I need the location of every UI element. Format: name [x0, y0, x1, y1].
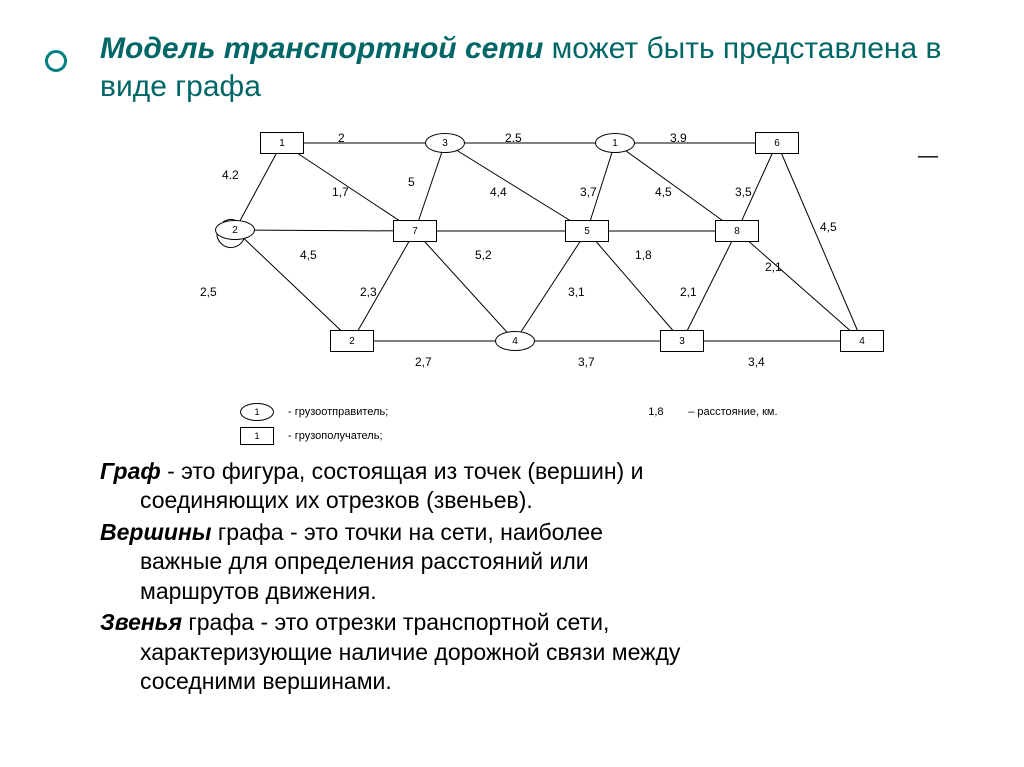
legend-distance-label: – расстояние, км.: [688, 406, 777, 418]
edge-label: 3,7: [578, 355, 595, 369]
edge-label: 4,5: [300, 248, 317, 262]
p3c: соседними вершинами.: [100, 667, 964, 696]
edge-label: 3,7: [580, 185, 597, 199]
node-r6: 6: [755, 132, 799, 154]
paragraph-graph: Граф - это фигура, состоящая из точек (в…: [100, 457, 964, 516]
node-r4: 4: [840, 330, 884, 352]
legend-row-sender: 1 - грузоотправитель; 1,8 – расстояние, …: [240, 403, 964, 421]
edge-label: 2,1: [680, 285, 697, 299]
node-r2: 2: [330, 330, 374, 352]
edge-label: 5,2: [475, 248, 492, 262]
legend-sender-label: - грузоотправитель;: [288, 406, 388, 418]
body-text: Граф - это фигура, состоящая из точек (в…: [100, 457, 964, 697]
node-e2: 2: [215, 220, 255, 240]
edge-label: 3,1: [568, 285, 585, 299]
p2b: важные для определения расстояний или: [100, 547, 964, 576]
graph-edges-svg: [160, 120, 940, 395]
slide: Модель транспортной сети может быть пред…: [0, 0, 1024, 719]
bullet-circle: [45, 50, 67, 72]
p1b: соединяющих их отрезков (звеньев).: [100, 486, 964, 515]
edge-label: 4,4: [490, 185, 507, 199]
legend: 1 - грузоотправитель; 1,8 – расстояние, …: [240, 403, 964, 445]
node-e1: 1: [595, 133, 635, 153]
legend-distance-value: 1,8: [648, 406, 688, 418]
edge-label: 2,1: [765, 260, 782, 274]
edge-label: 3,4: [748, 355, 765, 369]
network-graph: 1 3 1 6 2 7 5 8 2 4 3 4 2 2.5 3.9 4.2 1,7 5 4,4 3,7 4,5 3,5 4,…: [160, 120, 940, 395]
edge-label: 2.5: [505, 131, 522, 145]
paragraph-vertices: Вершины графа - это точки на сети, наибо…: [100, 518, 964, 606]
term-graph: Граф: [100, 458, 161, 484]
term-vertices: Вершины: [100, 519, 212, 545]
edge-label: 2,5: [200, 285, 217, 299]
edge-label: 3.9: [670, 131, 687, 145]
title-emphasis: Модель транспортной сети: [100, 32, 543, 65]
p2c: маршрутов движения.: [100, 577, 964, 606]
edge-label: 2,3: [360, 285, 377, 299]
edge-label: 2,7: [415, 355, 432, 369]
edge-label: 1,7: [332, 185, 349, 199]
edge-label: 4,5: [820, 220, 837, 234]
edge-label: 4,5: [655, 185, 672, 199]
legend-receiver-label: - грузополучатель;: [288, 430, 383, 442]
edge-label: 4.2: [222, 168, 239, 182]
node-r8: 8: [715, 220, 759, 242]
term-links: Звенья: [100, 609, 182, 635]
p3a: графа - это отрезки транспортной сети,: [182, 609, 609, 635]
edge-label: 3,5: [735, 185, 752, 199]
edge-label: 2: [338, 131, 345, 145]
legend-receiver-icon: 1: [240, 427, 274, 445]
p2a: графа - это точки на сети, наиболее: [212, 519, 603, 545]
node-e3: 3: [425, 133, 465, 153]
paragraph-links: Звенья графа - это отрезки транспортной …: [100, 608, 964, 696]
node-r5: 5: [565, 220, 609, 242]
dash-mark: —: [918, 145, 938, 168]
legend-row-receiver: 1 - грузополучатель;: [240, 427, 964, 445]
legend-sender-icon: 1: [240, 403, 274, 421]
node-e4: 4: [495, 331, 535, 351]
p1a: - это фигура, состоящая из точек (вершин…: [161, 458, 644, 484]
node-r7: 7: [393, 220, 437, 242]
p3b: характеризующие наличие дорожной связи м…: [100, 638, 964, 667]
node-r3: 3: [660, 330, 704, 352]
edge-label: 5: [408, 175, 415, 189]
slide-title: Модель транспортной сети может быть пред…: [100, 30, 964, 105]
node-r1: 1: [260, 132, 304, 154]
edge-label: 1,8: [635, 248, 652, 262]
